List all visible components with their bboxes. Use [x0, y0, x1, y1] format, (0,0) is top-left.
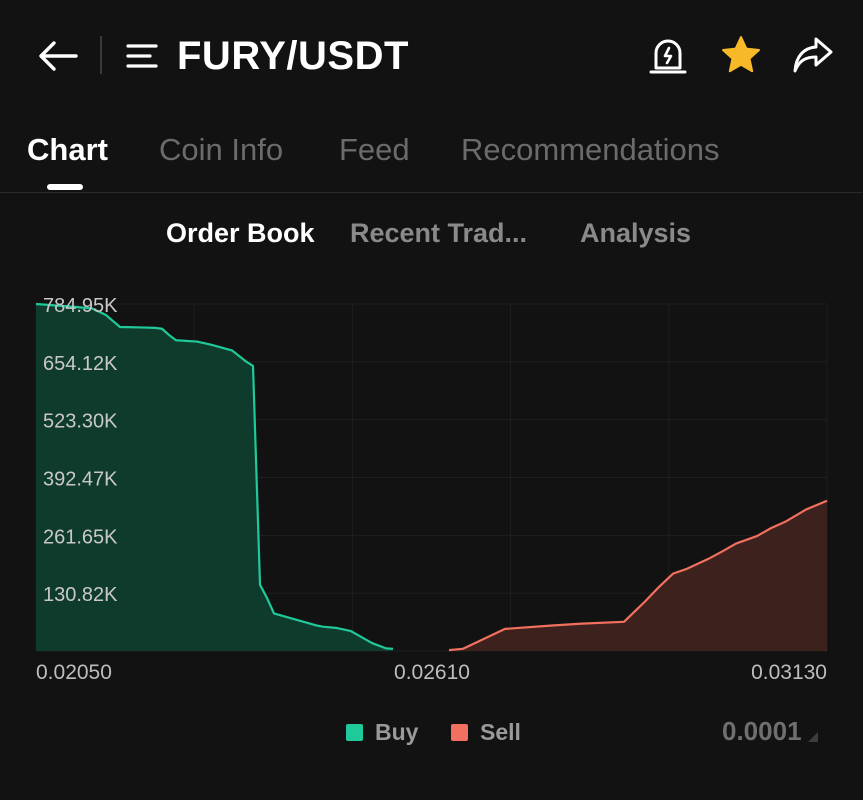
- caret-down-icon: [807, 731, 818, 742]
- tab-feed[interactable]: Feed: [339, 132, 410, 167]
- legend-sell: Sell: [451, 716, 521, 748]
- subtab-order-book[interactable]: Order Book: [166, 218, 315, 248]
- active-tab-indicator: [47, 184, 83, 190]
- buy-legend-label: Buy: [375, 718, 419, 745]
- sell-legend-label: Sell: [480, 718, 521, 745]
- sell-swatch: [451, 723, 468, 741]
- y-axis-tick-label: 523.30K: [43, 411, 118, 433]
- precision-value: 0.0001: [722, 716, 802, 746]
- sell-depth-area: [449, 500, 827, 651]
- y-axis-tick-label: 654.12K: [43, 353, 118, 375]
- star-icon: [722, 36, 760, 73]
- sell-depth-line: [448, 499, 828, 652]
- x-axis-tick-label: 0.02610: [394, 661, 470, 684]
- menu-icon: [126, 44, 158, 68]
- price-alert-button[interactable]: [645, 32, 691, 78]
- precision-selector[interactable]: 0.0001: [722, 716, 818, 747]
- pair-menu-button[interactable]: [122, 36, 162, 76]
- main-tabs: Chart Coin Info Feed Recommendations: [0, 120, 863, 192]
- share-button[interactable]: [790, 32, 836, 78]
- y-axis-tick-label: 392.47K: [43, 469, 118, 491]
- subtab-recent-trades[interactable]: Recent Trad...: [350, 218, 528, 248]
- depth-chart-svg: 130.82K 261.65K 392.47K 523.30K 654.12K 784.9…: [35, 295, 828, 684]
- back-button[interactable]: [34, 34, 82, 78]
- tab-recommendations[interactable]: Recommendations: [461, 132, 720, 167]
- tab-coin-info[interactable]: Coin Info: [159, 132, 284, 167]
- legend-buy: Buy: [346, 716, 418, 748]
- alarm-bell-icon: [649, 39, 687, 74]
- tabs-divider: [0, 192, 863, 193]
- tab-chart[interactable]: Chart: [27, 132, 108, 167]
- y-axis-tick-label: 130.82K: [43, 584, 118, 606]
- chart-subtabs: Order Book Recent Trad... Analysis: [0, 210, 863, 260]
- buy-depth-line: [35, 302, 394, 650]
- share-icon: [793, 37, 833, 73]
- buy-depth-area: [36, 304, 393, 651]
- x-axis-tick-label: 0.03130: [751, 661, 827, 684]
- favorite-button[interactable]: [718, 32, 764, 78]
- pair-title[interactable]: FURY/USDT: [177, 34, 409, 78]
- y-axis-tick-label: 784.95K: [43, 295, 118, 317]
- buy-swatch: [346, 723, 363, 741]
- arrow-left-icon: [39, 41, 78, 71]
- y-axis-tick-label: 261.65K: [43, 526, 118, 548]
- depth-chart[interactable]: 130.82K 261.65K 392.47K 523.30K 654.12K 784.9…: [0, 290, 863, 690]
- subtab-analysis[interactable]: Analysis: [580, 218, 692, 248]
- x-axis-tick-label: 0.02050: [36, 661, 112, 684]
- header: FURY/USDT: [0, 0, 863, 112]
- header-divider: [100, 36, 102, 74]
